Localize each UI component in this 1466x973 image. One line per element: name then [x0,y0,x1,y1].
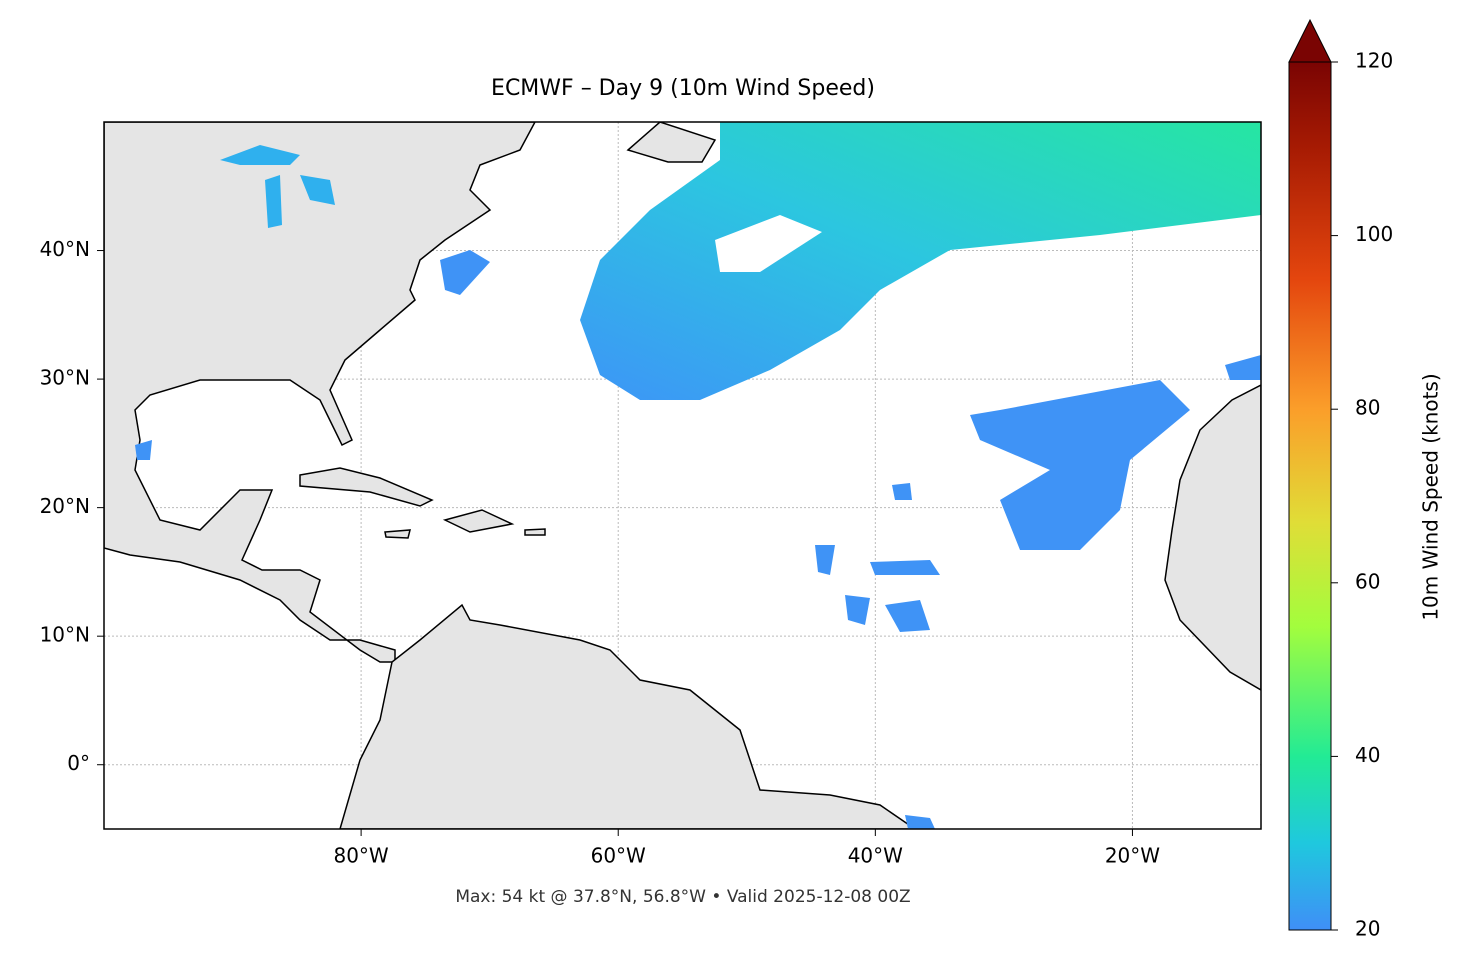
lake-huron [300,175,335,205]
map-frame [103,121,1262,830]
cuba [299,467,434,507]
y-tick-label: 40°N [40,237,90,261]
map-title: ECMWF – Day 9 (10m Wind Speed) [491,76,875,101]
map [104,122,1261,829]
lake-superior [220,145,300,165]
colorbar-tick-label: 80 [1355,396,1380,420]
colorbar-label: 10m Wind Speed (knots) [1419,373,1443,620]
wind-patch [815,545,835,575]
newfoundland [626,122,717,163]
y-tick-label: 20°N [40,494,90,518]
wind-patch [135,440,152,460]
x-tick-label: 80°W [333,844,388,868]
north-america [104,122,536,663]
y-tick-label: 10°N [40,623,90,647]
puerto-rico [524,528,546,536]
colorbar-extend [1288,18,1332,63]
wind-patch [885,600,930,632]
colorbar-tick-label: 60 [1355,569,1380,593]
wind-patch [440,250,490,295]
jamaica [384,529,411,539]
x-tick-label: 60°W [591,844,646,868]
wind-gap [715,215,822,272]
lake-michigan [265,175,282,228]
wind-patch [1225,355,1261,380]
x-tick-label: 40°W [848,844,903,868]
axes: 80°W 60°W 40°W 20°W 0° 10°N 20°N 30°N 40°N 20 40 60… [40,49,1394,941]
hispaniola [442,509,515,533]
south-america [339,603,917,829]
colorbar-tick-label: 40 [1355,743,1380,767]
africa [1164,384,1261,691]
wind-patch [845,595,870,625]
wind-patch [870,560,940,575]
colorbar-tick-label: 100 [1355,222,1393,246]
wind-swath [580,122,1261,400]
colorbar-tick-label: 20 [1355,917,1380,941]
annotation: Max: 54 kt @ 37.8°N, 56.8°W • Valid 2025… [455,887,910,907]
colorbar [1288,61,1332,931]
wind-patch [892,483,912,500]
wind-patch [970,380,1190,550]
colorbar-tick-label: 120 [1355,49,1393,73]
y-tick-label: 30°N [40,366,90,390]
x-tick-label: 20°W [1105,844,1160,868]
wind-patch [905,815,935,829]
y-tick-label: 0° [67,751,90,775]
